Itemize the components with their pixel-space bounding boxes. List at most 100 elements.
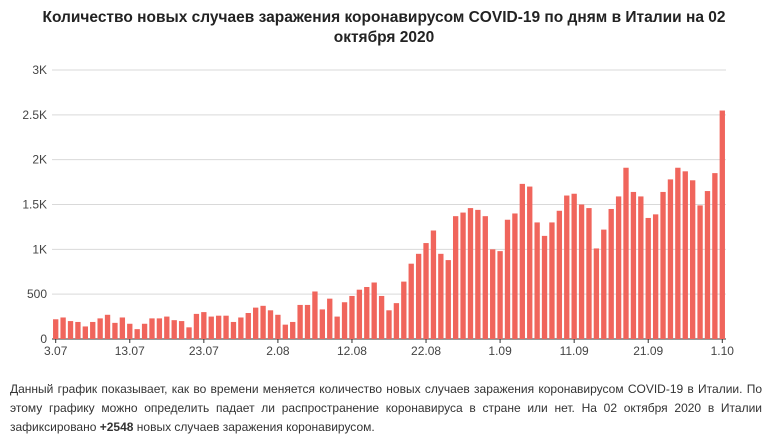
bar[interactable]: 13.08: 550 bbox=[356, 289, 363, 339]
bar[interactable]: 23.07: 300 bbox=[201, 312, 207, 339]
bar[interactable]: 9.08: 450 bbox=[327, 298, 333, 339]
bar[interactable]: 21.08: 950 bbox=[415, 253, 422, 339]
bar[interactable]: 18.08: 400 bbox=[393, 303, 400, 339]
bar[interactable]: 11.07: 180 bbox=[112, 322, 118, 339]
bar[interactable]: 30.07: 350 bbox=[253, 307, 259, 339]
bar[interactable]: 25.08: 880 bbox=[445, 260, 451, 339]
bar[interactable]: 3.09: 1400 bbox=[512, 213, 518, 339]
bar[interactable]: 8.08: 330 bbox=[319, 309, 325, 339]
bar[interactable]: 30.09: 1850 bbox=[712, 173, 718, 339]
bar[interactable]: 1.08: 320 bbox=[267, 310, 274, 339]
bar[interactable]: 31.07: 370 bbox=[260, 305, 266, 339]
bar[interactable]: 19.09: 1640 bbox=[630, 191, 637, 339]
bar[interactable]: 10.08: 250 bbox=[334, 316, 340, 339]
bar[interactable]: 25.07: 260 bbox=[215, 315, 222, 339]
bar[interactable]: 19.07: 210 bbox=[171, 320, 177, 339]
bar[interactable]: 14.08: 580 bbox=[364, 286, 370, 339]
bar[interactable]: 14.07: 110 bbox=[134, 329, 140, 339]
bar[interactable]: 27.08: 1410 bbox=[460, 212, 466, 339]
bar[interactable]: 29.09: 1650 bbox=[704, 191, 711, 339]
bar[interactable]: 5.07: 200 bbox=[67, 321, 74, 339]
bar[interactable]: 2.08: 270 bbox=[275, 314, 281, 339]
bar[interactable]: 15.09: 1220 bbox=[601, 229, 607, 339]
bar[interactable]: 5.09: 1700 bbox=[527, 186, 533, 339]
bar[interactable]: 9.09: 1430 bbox=[556, 210, 563, 339]
bar[interactable]: 17.08: 320 bbox=[386, 310, 392, 339]
bar[interactable]: 27.07: 190 bbox=[230, 321, 237, 339]
bar[interactable]: 5.08: 380 bbox=[297, 304, 303, 339]
description-highlight: +2548 bbox=[99, 420, 134, 434]
bar[interactable]: 10.07: 270 bbox=[104, 314, 111, 339]
bar[interactable]: 23.09: 1640 bbox=[660, 191, 666, 339]
bar[interactable]: 1.10: 2548 bbox=[719, 110, 725, 339]
bar[interactable]: 13.07: 170 bbox=[127, 323, 133, 339]
bar[interactable]: 6.07: 190 bbox=[75, 321, 81, 339]
bar[interactable]: 7.08: 530 bbox=[312, 291, 318, 339]
bar[interactable]: 4.07: 240 bbox=[60, 317, 66, 339]
bar[interactable]: 4.09: 1730 bbox=[519, 183, 525, 339]
x-tick-label: 23.07 bbox=[189, 344, 219, 358]
bar[interactable]: 17.07: 230 bbox=[156, 318, 163, 339]
x-tick-label: 3.07 bbox=[44, 344, 68, 358]
bar[interactable]: 2.09: 1330 bbox=[504, 219, 511, 339]
bar[interactable]: 16.07: 230 bbox=[149, 318, 155, 339]
bar[interactable]: 30.08: 1370 bbox=[482, 216, 488, 339]
bar[interactable]: 7.09: 1150 bbox=[541, 235, 548, 339]
bar[interactable]: 18.07: 250 bbox=[164, 316, 170, 339]
bar[interactable]: 3.07: 220 bbox=[53, 319, 59, 339]
bar[interactable]: 15.07: 170 bbox=[141, 323, 148, 339]
bar[interactable]: 1.09: 980 bbox=[497, 251, 503, 339]
bar[interactable]: 20.08: 840 bbox=[408, 263, 414, 339]
bar[interactable]: 11.08: 410 bbox=[341, 302, 348, 339]
x-tick-label: 2.08 bbox=[266, 344, 290, 358]
bar[interactable]: 27.09: 1770 bbox=[690, 180, 696, 339]
bar[interactable]: 22.09: 1390 bbox=[652, 214, 659, 339]
bar[interactable]: 28.07: 240 bbox=[238, 317, 244, 339]
x-tick-label: 13.07 bbox=[115, 344, 145, 358]
bar[interactable]: 15.08: 630 bbox=[371, 282, 377, 339]
y-tick-label: 2.5K bbox=[22, 108, 47, 122]
bar[interactable]: 24.08: 950 bbox=[438, 253, 444, 339]
bar[interactable]: 4.08: 190 bbox=[290, 321, 296, 339]
bar[interactable]: 6.09: 1300 bbox=[534, 222, 540, 339]
bar[interactable]: 28.08: 1460 bbox=[467, 208, 474, 339]
bar[interactable]: 22.08: 1070 bbox=[423, 243, 429, 339]
bar[interactable]: 13.09: 1460 bbox=[586, 208, 592, 339]
bar[interactable]: 25.09: 1910 bbox=[675, 167, 681, 339]
bars: 3.07: 2204.07: 2405.07: 2006.07: 1907.07… bbox=[53, 110, 725, 340]
chart-title-line-2: октября 2020 bbox=[333, 29, 435, 46]
bar[interactable]: 19.08: 640 bbox=[401, 281, 407, 339]
bar[interactable]: 16.09: 1450 bbox=[608, 208, 614, 339]
bar[interactable]: 20.09: 1590 bbox=[638, 196, 644, 339]
bar[interactable]: 17.09: 1590 bbox=[615, 196, 622, 339]
x-tick-label: 22.08 bbox=[411, 344, 441, 358]
bar[interactable]: 20.07: 200 bbox=[178, 321, 185, 339]
bar[interactable]: 21.07: 130 bbox=[186, 327, 192, 339]
bar[interactable]: 26.09: 1870 bbox=[682, 171, 688, 339]
bar[interactable]: 7.07: 140 bbox=[82, 326, 88, 339]
bar[interactable]: 28.09: 1490 bbox=[697, 205, 703, 339]
bar[interactable]: 22.07: 280 bbox=[193, 313, 200, 339]
bar[interactable]: 6.08: 380 bbox=[304, 304, 311, 339]
bar[interactable]: 8.09: 1300 bbox=[549, 222, 555, 339]
bar[interactable]: 24.09: 1780 bbox=[667, 179, 674, 339]
bar[interactable]: 21.09: 1350 bbox=[645, 217, 651, 339]
bar[interactable]: 18.09: 1910 bbox=[623, 167, 629, 339]
bar[interactable]: 12.07: 240 bbox=[119, 317, 126, 339]
bar[interactable]: 10.09: 1600 bbox=[564, 195, 570, 339]
bar[interactable]: 3.08: 160 bbox=[282, 324, 288, 339]
bar[interactable]: 29.08: 1440 bbox=[475, 209, 481, 339]
bar[interactable]: 12.09: 1500 bbox=[578, 204, 585, 340]
bar[interactable]: 23.08: 1210 bbox=[430, 230, 437, 340]
bar[interactable]: 9.07: 230 bbox=[97, 318, 103, 339]
bar[interactable]: 8.07: 190 bbox=[90, 321, 96, 339]
bar[interactable]: 29.07: 290 bbox=[245, 313, 251, 339]
bar[interactable]: 26.08: 1370 bbox=[452, 216, 459, 339]
bar[interactable]: 24.07: 250 bbox=[208, 316, 214, 339]
bar[interactable]: 14.09: 1010 bbox=[593, 248, 600, 339]
bar[interactable]: 11.09: 1620 bbox=[571, 193, 577, 339]
bar[interactable]: 26.07: 260 bbox=[223, 315, 229, 339]
bar[interactable]: 12.08: 480 bbox=[349, 295, 355, 339]
bar[interactable]: 16.08: 480 bbox=[378, 295, 385, 339]
bar[interactable]: 31.08: 1000 bbox=[490, 249, 496, 339]
